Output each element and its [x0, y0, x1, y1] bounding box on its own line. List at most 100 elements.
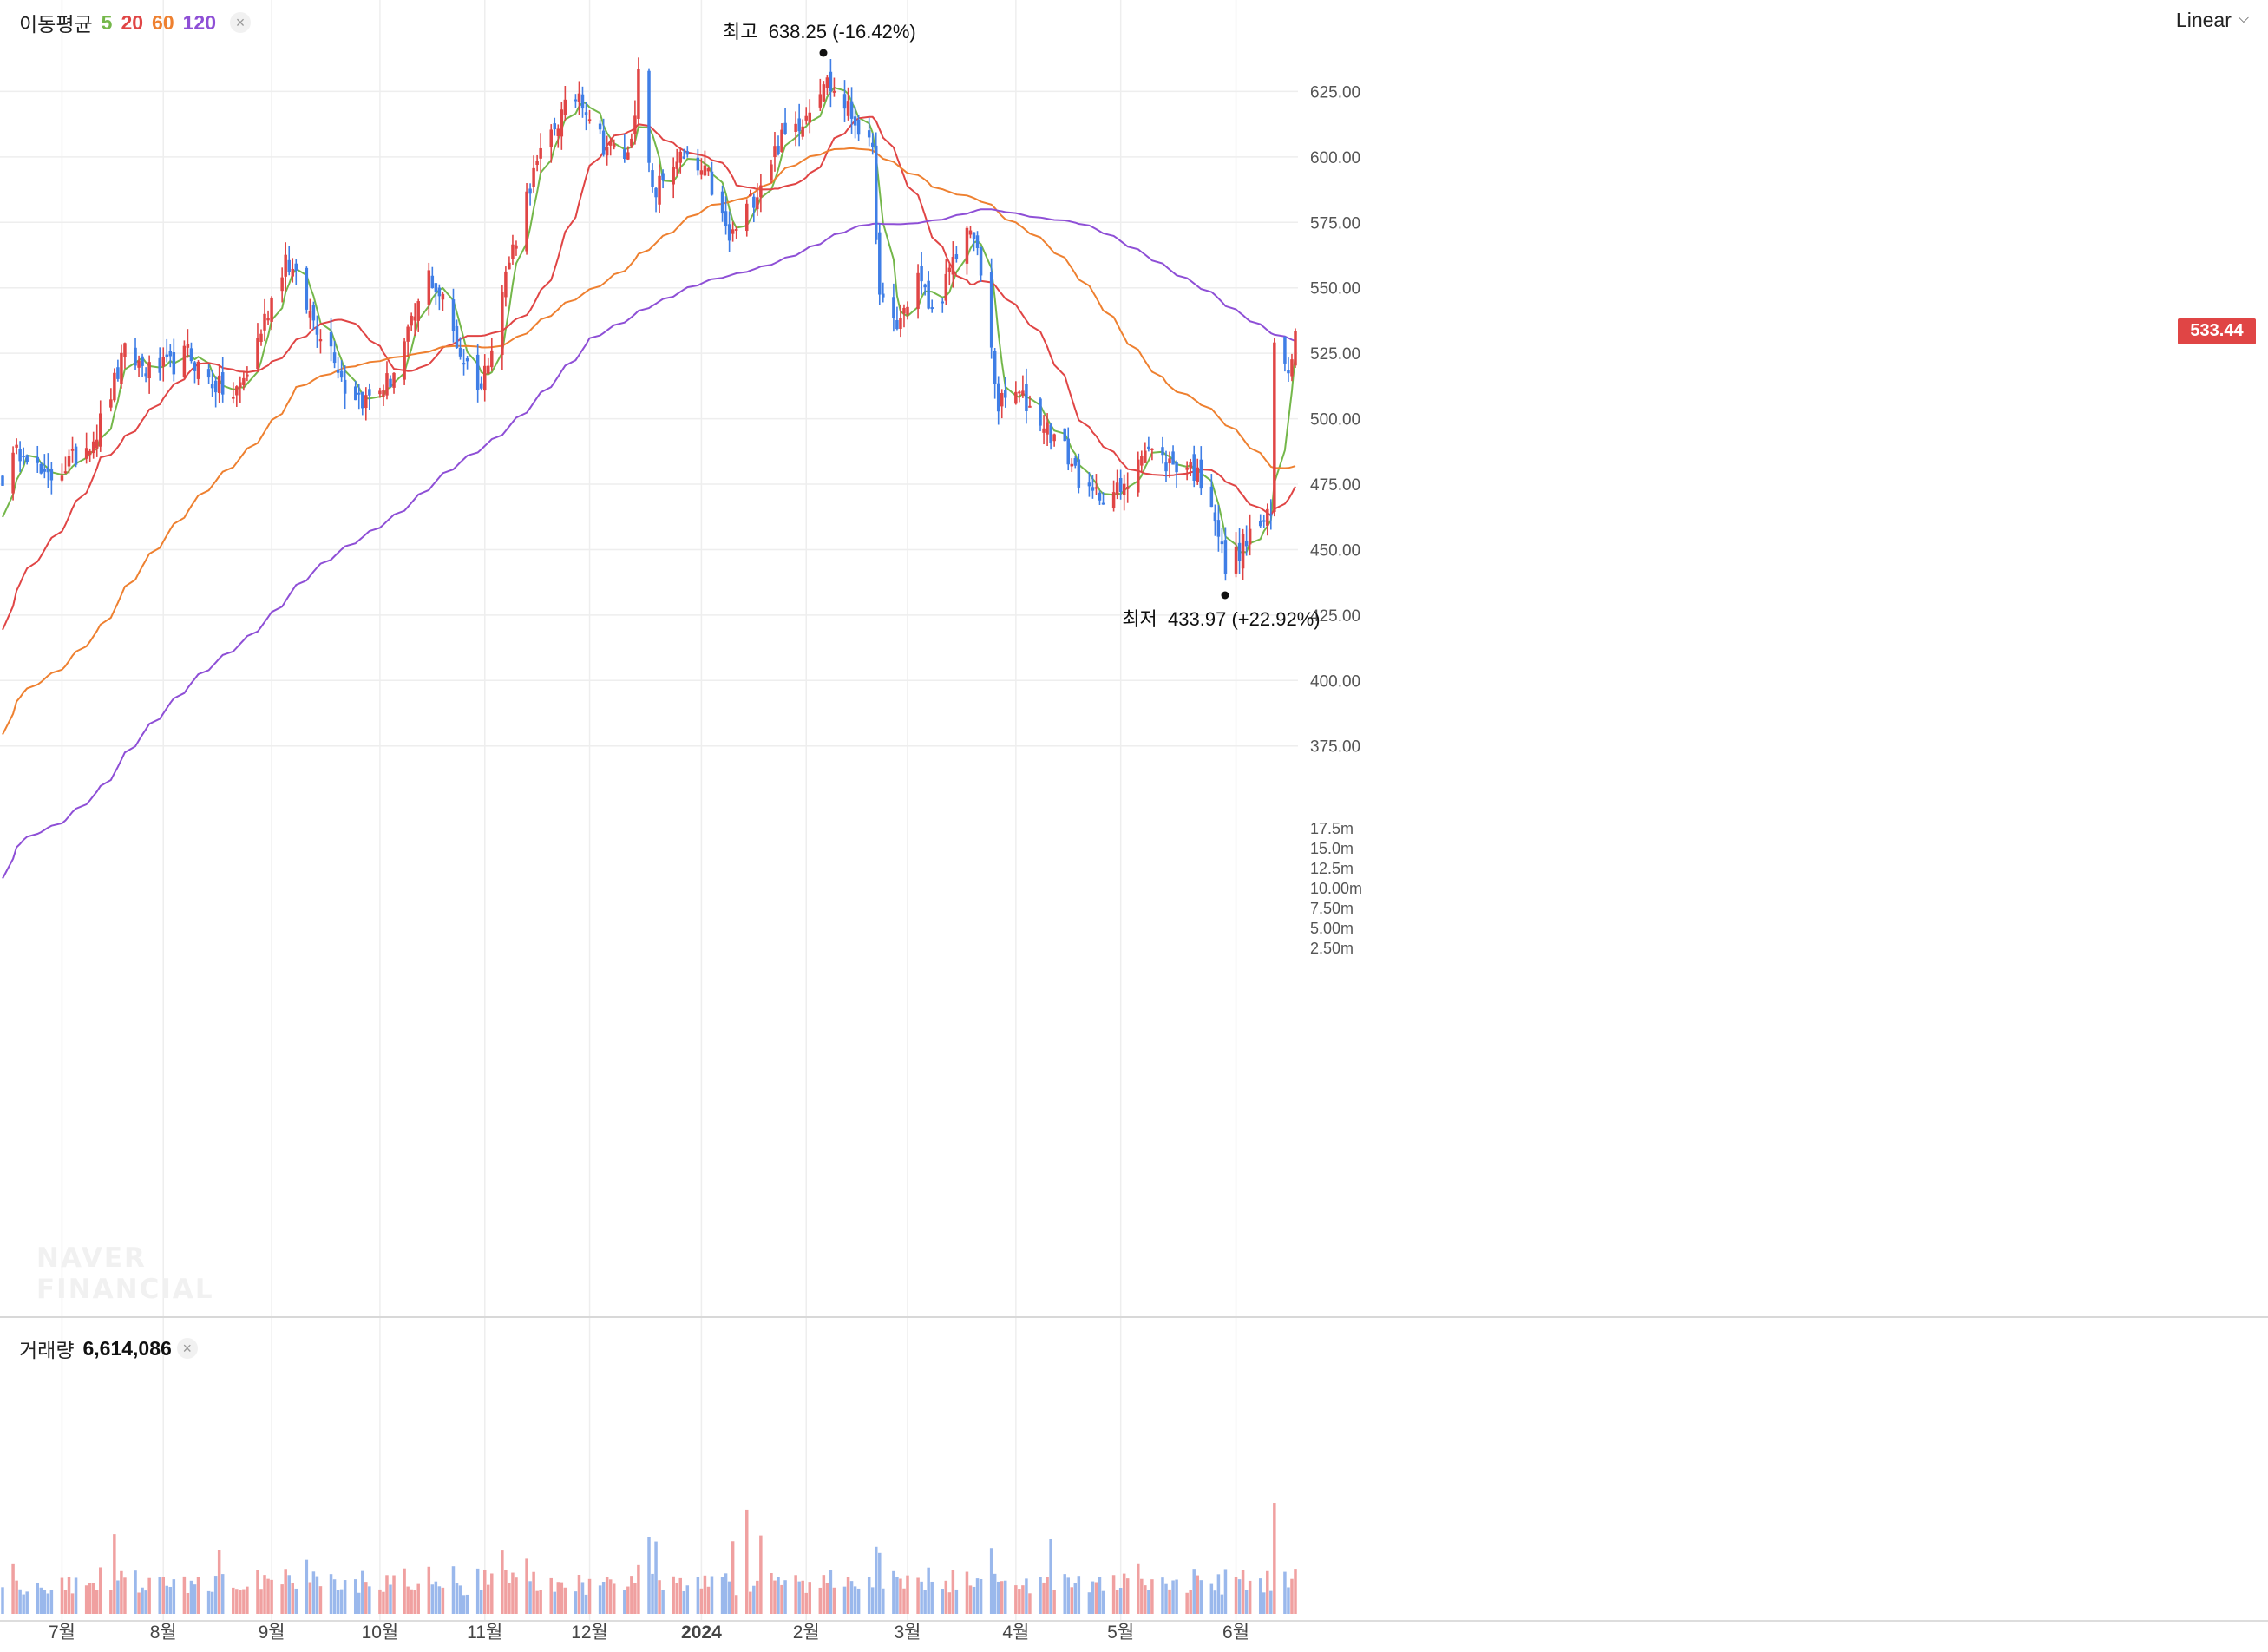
- volume-bar: [515, 1577, 518, 1614]
- candle-body: [647, 70, 651, 163]
- candle-body: [353, 386, 357, 401]
- volume-bar: [654, 1541, 658, 1614]
- volume-bar: [172, 1579, 176, 1614]
- candle-body: [560, 109, 564, 137]
- volume-bar: [144, 1590, 147, 1614]
- candle-body: [1115, 482, 1119, 495]
- high-marker-dot: [819, 49, 828, 57]
- candle-body: [1290, 359, 1294, 377]
- candle-body: [515, 245, 518, 249]
- candle-body: [1118, 478, 1123, 492]
- volume-bar: [1144, 1585, 1147, 1614]
- candle-body: [339, 370, 344, 378]
- candle-body: [441, 293, 445, 300]
- volume-bar: [311, 1571, 316, 1614]
- candle-body: [206, 369, 211, 378]
- x-tick-label: 7월: [49, 1622, 75, 1642]
- candle-body: [1039, 398, 1042, 426]
- volume-bar: [685, 1585, 690, 1614]
- volume-bar: [266, 1578, 270, 1614]
- candle-body: [1073, 458, 1078, 466]
- close-icon[interactable]: ×: [176, 1338, 198, 1359]
- candle-body: [930, 307, 934, 310]
- volume-bar: [427, 1566, 431, 1614]
- volume-bar: [902, 1588, 906, 1614]
- x-tick-label: 3월: [895, 1622, 921, 1642]
- candle-body: [49, 469, 54, 481]
- volume-value: 6,614,086: [82, 1336, 172, 1360]
- volume-bar: [1063, 1574, 1066, 1614]
- candle-body: [392, 372, 396, 388]
- volume-bar: [1269, 1590, 1273, 1614]
- candle-body: [944, 273, 948, 301]
- candle-body: [196, 361, 200, 379]
- candle-body: [357, 392, 361, 395]
- volume-bar: [968, 1585, 973, 1614]
- candle-body: [134, 347, 137, 366]
- legend-ma20: 20: [121, 10, 144, 34]
- volume-bar: [88, 1583, 92, 1614]
- price-tick-label: 475.00: [1310, 476, 1360, 495]
- candle-body: [1164, 462, 1168, 472]
- candle-body: [113, 372, 116, 401]
- volume-bar: [168, 1586, 173, 1614]
- candle-body: [941, 301, 945, 304]
- candle-body: [451, 299, 456, 331]
- volume-bar: [339, 1589, 344, 1614]
- candle-body: [968, 230, 973, 235]
- candle-body: [870, 142, 875, 148]
- volume-bar: [749, 1591, 752, 1614]
- volume-bar: [580, 1582, 585, 1614]
- candle-body: [696, 157, 700, 171]
- volume-bar: [318, 1586, 323, 1614]
- volume-bar: [856, 1588, 861, 1614]
- volume-bar: [46, 1593, 50, 1614]
- candle-body: [989, 272, 993, 348]
- low-marker-label: 최저 433.97 (+22.92%): [1122, 607, 1321, 630]
- volume-bar: [382, 1591, 385, 1614]
- candle-body: [1175, 461, 1178, 473]
- candle-body: [1140, 456, 1144, 466]
- candle-body: [882, 293, 885, 298]
- volume-bar: [287, 1575, 291, 1614]
- x-tick-label: 5월: [1107, 1622, 1134, 1642]
- volume-bar: [137, 1592, 141, 1614]
- volume-bar: [1262, 1592, 1266, 1614]
- candle-body: [745, 203, 749, 232]
- candle-body: [829, 71, 833, 92]
- volume-bar: [389, 1584, 392, 1614]
- volume-bar: [1028, 1593, 1032, 1614]
- volume-bar: [797, 1581, 801, 1614]
- candle-body: [43, 469, 47, 472]
- candle-body: [410, 315, 413, 326]
- volume-bar: [532, 1571, 535, 1614]
- close-icon[interactable]: ×: [230, 12, 251, 33]
- candle-body: [577, 93, 581, 102]
- volume-bar: [979, 1578, 983, 1614]
- volume-bar: [920, 1581, 923, 1614]
- candle-body: [672, 167, 675, 185]
- candle-body: [856, 119, 861, 135]
- volume-bar: [553, 1591, 557, 1614]
- candle-body: [479, 383, 483, 389]
- candle-body: [972, 232, 976, 239]
- candle-body: [315, 326, 319, 335]
- volume-bar: [780, 1584, 783, 1614]
- volume-bar: [720, 1577, 724, 1614]
- volume-bar: [1213, 1590, 1217, 1614]
- volume-bar: [706, 1586, 711, 1614]
- volume-bar: [416, 1583, 420, 1614]
- candle-body: [1101, 502, 1105, 505]
- candle-body: [1266, 508, 1269, 526]
- candle-body: [291, 268, 294, 277]
- volume-bar: [357, 1592, 361, 1614]
- candle-body: [822, 84, 826, 102]
- volume-bar: [385, 1575, 389, 1614]
- volume-bar: [332, 1579, 337, 1614]
- candle-body: [916, 272, 920, 309]
- candle-body: [630, 138, 633, 147]
- scale-selector[interactable]: Linear ⌵: [2176, 9, 2249, 32]
- volume-bar: [608, 1579, 613, 1614]
